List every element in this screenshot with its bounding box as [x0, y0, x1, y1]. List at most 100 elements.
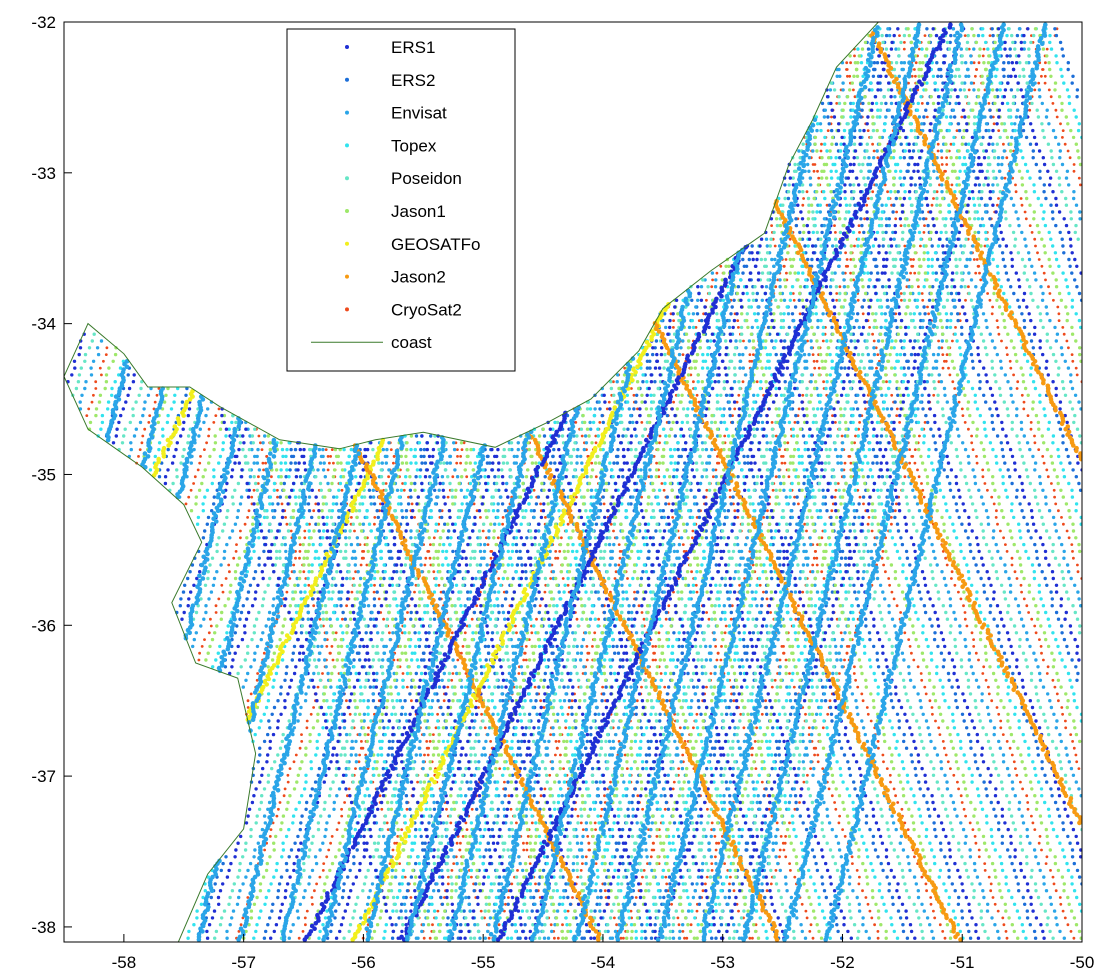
- point-envisat: [920, 122, 924, 126]
- point-ers2: [978, 773, 982, 777]
- point-ers2: [519, 556, 523, 560]
- point-ers2: [1004, 271, 1009, 275]
- point-ers2: [802, 481, 806, 486]
- point-envisat: [952, 305, 956, 309]
- point-ers2: [1025, 522, 1030, 526]
- point-cryosat2: [996, 203, 999, 207]
- point-cryosat2: [923, 224, 926, 228]
- point-ers2: [931, 434, 936, 438]
- point-cryosat2: [822, 380, 825, 384]
- point-cryosat2: [847, 455, 851, 458]
- point-ers2: [794, 223, 799, 228]
- point-ers2: [905, 556, 910, 560]
- point-ers2: [745, 644, 750, 649]
- point-ers2: [928, 814, 932, 818]
- point-ers2: [589, 570, 594, 574]
- point-ers2: [664, 889, 668, 893]
- point-envisat: [995, 352, 999, 357]
- point-ers2: [654, 339, 659, 343]
- point-cryosat2: [962, 604, 965, 608]
- point-cryosat2: [835, 102, 839, 105]
- point-ers2: [258, 746, 262, 750]
- point-cryosat2: [585, 645, 589, 648]
- point-ers2: [646, 739, 650, 744]
- point-ers2: [873, 454, 877, 459]
- point-ers2: [764, 787, 768, 791]
- point-cryosat2: [372, 590, 376, 594]
- point-ers2: [1000, 841, 1004, 845]
- point-ers2: [769, 570, 773, 574]
- point-envisat: [873, 542, 877, 547]
- point-cryosat2: [992, 122, 996, 126]
- point-ers2: [484, 848, 488, 852]
- point-ers2: [665, 699, 669, 703]
- point-cryosat2: [207, 427, 211, 431]
- point-cryosat2: [888, 583, 891, 587]
- point-cryosat2: [504, 902, 507, 906]
- point-ers2: [697, 794, 701, 798]
- point-cryosat2: [723, 631, 727, 635]
- point-ers2: [979, 576, 983, 581]
- point-cryosat2: [750, 753, 754, 757]
- point-cryosat2: [315, 882, 318, 886]
- point-cryosat2: [781, 841, 785, 845]
- point-ers2: [699, 712, 703, 716]
- point-cryosat2: [944, 359, 948, 363]
- point-cryosat2: [459, 461, 462, 465]
- point-ers2: [995, 88, 999, 92]
- point-ers2: [794, 217, 798, 221]
- point-cryosat2: [654, 658, 657, 662]
- point-envisat: [838, 251, 843, 255]
- point-ers2: [989, 115, 993, 119]
- point-ers2: [309, 794, 313, 798]
- point-ers2: [405, 800, 409, 805]
- point-cryosat2: [640, 495, 643, 499]
- point-cryosat2: [367, 726, 370, 730]
- point-cryosat2: [189, 488, 193, 492]
- point-cryosat2: [341, 617, 344, 621]
- point-ers2: [806, 447, 810, 452]
- point-cryosat2: [1061, 129, 1065, 133]
- point-cryosat2: [978, 271, 981, 275]
- point-ers2: [372, 502, 377, 506]
- point-ers2: [1058, 427, 1063, 431]
- point-ers2: [747, 257, 751, 262]
- point-cryosat2: [898, 34, 901, 37]
- point-ers2: [358, 658, 362, 662]
- point-envisat: [1016, 217, 1020, 221]
- point-cryosat2: [729, 875, 732, 879]
- point-cryosat2: [140, 441, 144, 445]
- point-cryosat2: [908, 645, 912, 648]
- point-cryosat2: [833, 801, 836, 804]
- point-cryosat2: [1040, 651, 1043, 655]
- point-ers2: [515, 753, 520, 757]
- point-ers2: [997, 821, 1001, 825]
- point-ers2: [1042, 190, 1046, 194]
- point-cryosat2: [685, 936, 689, 940]
- point-cryosat2: [1026, 801, 1030, 804]
- point-cryosat2: [522, 848, 526, 852]
- point-ers2: [824, 895, 828, 900]
- point-cryosat2: [695, 909, 699, 913]
- point-cryosat2: [1052, 298, 1055, 302]
- point-ers2: [1012, 868, 1017, 873]
- point-cryosat2: [755, 380, 759, 384]
- point-envisat: [833, 271, 837, 275]
- point-cryosat2: [694, 583, 698, 587]
- point-ers2: [790, 312, 795, 316]
- point-envisat: [732, 576, 736, 581]
- point-cryosat2: [574, 807, 577, 811]
- point-ers2: [962, 719, 966, 723]
- point-ers2: [293, 461, 298, 465]
- point-envisat: [1072, 196, 1076, 201]
- point-cryosat2: [600, 807, 604, 811]
- point-envisat: [900, 67, 904, 72]
- point-ers2: [409, 875, 414, 879]
- point-ers2: [827, 122, 831, 126]
- point-ers2: [1065, 644, 1069, 649]
- point-cryosat2: [566, 909, 570, 913]
- point-cryosat2: [425, 740, 429, 743]
- point-ers2: [900, 542, 905, 547]
- point-envisat: [681, 923, 685, 927]
- point-ers2: [969, 549, 973, 554]
